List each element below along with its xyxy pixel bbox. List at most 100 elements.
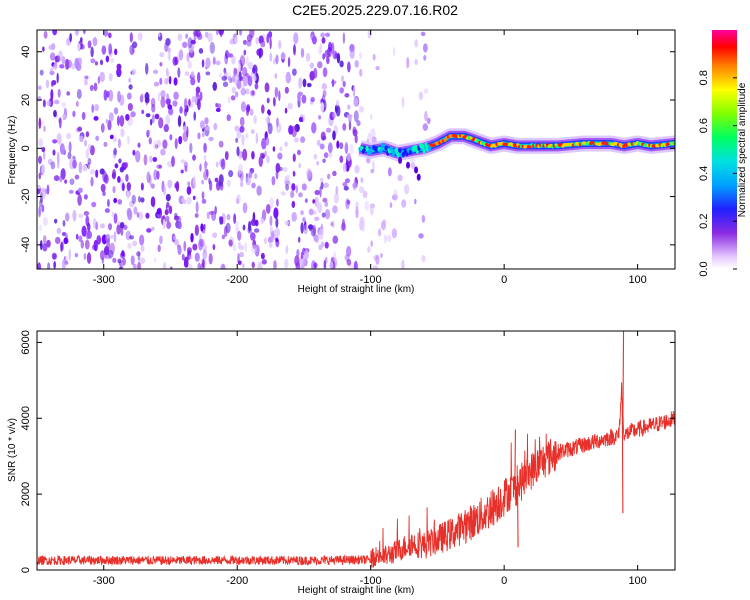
spectrogram-noise-blob — [387, 167, 392, 177]
spectrogram-noise-blob — [165, 114, 170, 126]
spectrogram-noise-blob — [77, 194, 82, 206]
spectrogram-noise-blob — [406, 161, 411, 169]
spectrogram-noise-blob — [101, 45, 107, 55]
spectrogram-noise-blob — [177, 245, 182, 256]
spectrogram-noise-blob — [139, 234, 145, 246]
spectrogram-noise-blob — [284, 258, 289, 269]
spectrogram-noise-blob — [225, 222, 231, 234]
spectrogram-noise-blob — [144, 92, 150, 101]
spectrogram-noise-blob — [69, 32, 73, 43]
top-x-ticks: -300 -200 -100 0 100 — [93, 30, 647, 286]
spectrogram-noise-blob — [103, 30, 108, 38]
signal-cell — [368, 149, 373, 155]
spectrogram-noise-blob — [131, 194, 136, 205]
spectrogram-noise-blob — [316, 161, 319, 166]
spectrogram-noise-blob — [205, 31, 209, 38]
spectrogram-noise-blob — [107, 249, 114, 259]
y-tick-label: 2000 — [20, 482, 32, 506]
spectrogram-noise-blob — [320, 32, 326, 38]
spectrogram-noise-blob — [159, 51, 165, 58]
spectrogram-noise-blob — [108, 32, 112, 39]
spectrogram-noise-blob — [247, 220, 252, 232]
spectrogram-noise-blob — [321, 241, 325, 248]
spectrogram-noise-blob — [242, 224, 246, 231]
spectrogram-noise-blob — [166, 221, 172, 230]
spectrogram-noise-blob — [205, 57, 211, 69]
spectrogram-noise-blob — [406, 57, 410, 69]
spectrogram-noise-blob — [422, 123, 429, 131]
spectrogram-noise-blob — [47, 262, 51, 269]
spectrogram-noise-blob — [83, 211, 90, 216]
spectrogram-noise-blob — [105, 119, 109, 124]
spectrogram-noise-blob — [168, 108, 174, 116]
spectrogram-noise-blob — [294, 255, 300, 267]
spectrogram-noise-blob — [315, 196, 320, 209]
spectrogram-noise-blob — [197, 262, 202, 269]
spectrogram-noise-blob — [151, 226, 155, 231]
spectrogram-noise-blob — [422, 43, 428, 53]
spectrogram-noise-blob — [342, 182, 348, 187]
spectrogram-noise-blob — [333, 251, 337, 263]
spectrogram-noise-blob — [61, 259, 66, 269]
spectrogram-noise-blob — [306, 168, 312, 178]
spectrogram-noise-blob — [341, 75, 345, 83]
spectrogram-noise-blob — [75, 100, 79, 107]
spectrogram-noise-blob — [194, 213, 199, 218]
spectrogram-noise-blob — [118, 158, 122, 164]
spectrogram-noise-blob — [84, 239, 90, 250]
spectrogram-noise-blob — [128, 84, 133, 90]
spectrogram-noise-blob — [218, 140, 224, 148]
spectrogram-noise-blob — [300, 47, 305, 58]
spectrogram-noise-blob — [329, 261, 334, 269]
spectrogram-noise-blob — [192, 195, 196, 200]
spectrogram-noise-blob — [423, 88, 429, 94]
spectrogram-noise-blob — [56, 72, 59, 84]
spectrogram-noise-blob — [197, 98, 201, 111]
spectrogram-noise-blob — [237, 163, 243, 175]
spectrogram-noise-blob — [82, 164, 88, 172]
spectrogram-noise-blob — [113, 231, 117, 243]
spectrogram-noise-blob — [145, 62, 149, 75]
spectrogram-noise-blob — [266, 97, 270, 104]
spectrogram-noise-blob — [367, 132, 372, 145]
spectrogram-noise-blob — [201, 198, 207, 204]
y-tick-label: 20 — [20, 94, 32, 106]
spectrogram-noise-blob — [362, 190, 368, 199]
spectrogram-noise-blob — [296, 149, 301, 156]
spectrogram-noise-blob — [298, 117, 303, 123]
spectrogram-noise-blob — [426, 117, 431, 125]
spectrogram-noise-blob — [251, 261, 255, 269]
spectrogram-noise-blob — [322, 67, 328, 78]
spectrogram-noise-blob — [89, 84, 94, 92]
spectrogram-noise-blob — [90, 176, 94, 187]
spectrogram-noise-blob — [149, 174, 152, 186]
spectrogram-noise-blob — [113, 147, 117, 156]
spectrogram-noise-blob — [132, 263, 137, 269]
spectrogram-noise-blob — [356, 120, 361, 127]
spectrogram-noise-blob — [318, 115, 322, 120]
spectrogram-noise-blob — [42, 46, 45, 52]
spectrogram-noise-blob — [237, 253, 240, 265]
spectrogram-noise-blob — [207, 32, 213, 43]
spectrogram-heatmap — [37, 30, 675, 269]
spectrogram-noise-blob — [339, 142, 344, 150]
spectrogram-noise-blob — [156, 208, 162, 215]
spectrogram-noise-blob — [65, 212, 70, 222]
spectrogram-noise-blob — [240, 84, 246, 97]
spectrogram-noise-blob — [129, 200, 135, 208]
spectrogram-noise-blob — [278, 40, 282, 50]
spectrogram-noise-blob — [62, 220, 66, 227]
spectrogram-noise-blob — [331, 80, 337, 85]
spectrogram-noise-blob — [205, 71, 211, 76]
spectrogram-noise-blob — [136, 251, 141, 257]
spectrogram-noise-blob — [291, 183, 296, 191]
spectrogram-noise-blob — [42, 151, 46, 160]
spectrogram-noise-blob — [309, 70, 315, 81]
spectrogram-noise-blob — [151, 103, 156, 113]
spectrogram-noise-blob — [199, 120, 205, 129]
spectrogram-noise-blob — [367, 246, 371, 253]
bottom-x-axis-label: Height of straight line (km) — [298, 585, 415, 596]
spectrogram-noise-blob — [100, 123, 105, 133]
spectrogram-noise-blob — [153, 257, 157, 263]
